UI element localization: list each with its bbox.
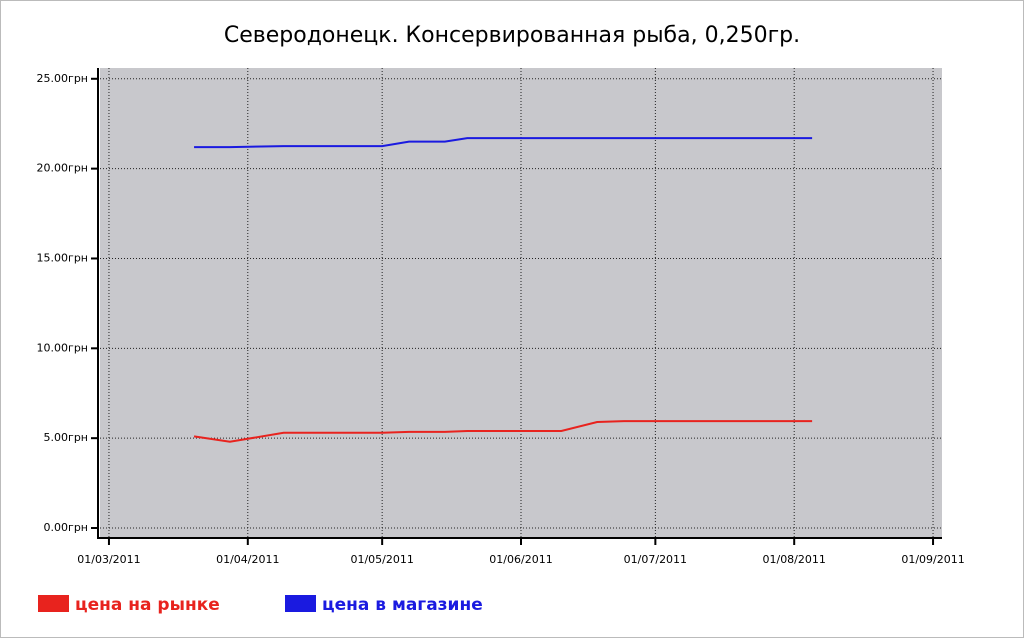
chart-title: Северодонецк. Консервированная рыба, 0,2…: [224, 23, 800, 48]
y-tick-label: 20.00грн: [37, 162, 88, 175]
series-line: [194, 137, 813, 149]
x-tick-label: 01/09/2011: [901, 553, 964, 566]
x-tick-label: 01/07/2011: [624, 553, 687, 566]
legend-label: цена на рынке: [75, 595, 220, 615]
legend-swatch: [38, 595, 69, 612]
x-tick-label: 01/08/2011: [762, 553, 825, 566]
series-line: [193, 420, 813, 443]
legend-swatch: [285, 595, 316, 612]
y-tick-label: 10.00грн: [37, 341, 88, 354]
x-tick-label: 01/05/2011: [350, 553, 413, 566]
x-tick-label: 01/03/2011: [77, 553, 140, 566]
y-tick-label: 25.00грн: [37, 72, 88, 85]
y-tick-label: 15.00грн: [37, 251, 88, 264]
legend-label: цена в магазине: [322, 595, 483, 615]
x-tick-label: 01/04/2011: [216, 553, 279, 566]
y-tick-label: 5.00грн: [44, 431, 88, 444]
y-tick-label: 0.00грн: [44, 521, 88, 534]
x-tick-label: 01/06/2011: [489, 553, 552, 566]
